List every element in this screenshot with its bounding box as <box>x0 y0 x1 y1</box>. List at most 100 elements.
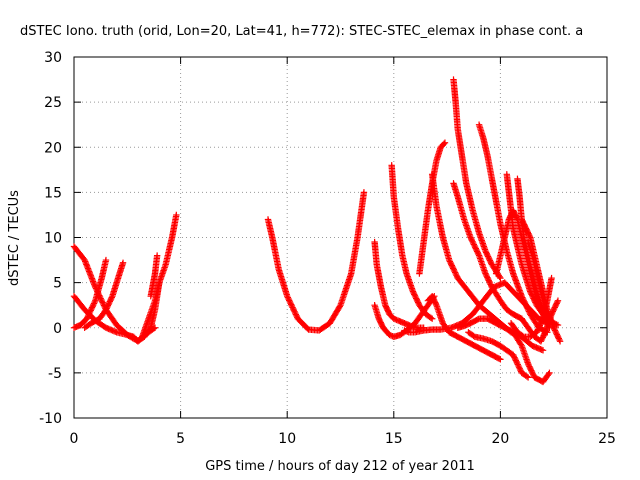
data-point <box>287 301 295 308</box>
data-point <box>289 305 297 313</box>
data-point <box>497 356 504 363</box>
data-point <box>293 312 300 320</box>
data-point <box>99 299 106 306</box>
data-point <box>102 256 110 264</box>
data-point <box>539 347 547 354</box>
data-point <box>472 245 479 252</box>
data-point <box>525 306 532 314</box>
data-point <box>449 265 457 272</box>
data-point <box>288 302 296 310</box>
data-point <box>520 297 527 304</box>
data-point <box>519 294 526 301</box>
data-point <box>448 261 455 268</box>
data-series <box>147 252 161 300</box>
chart-title: dSTEC Iono. truth (orid, Lon=20, Lat=41,… <box>20 24 583 39</box>
data-point <box>509 351 517 359</box>
x-tick-label: 0 <box>70 431 79 447</box>
data-point <box>556 336 563 344</box>
x-tick-label: 15 <box>385 431 403 447</box>
data-point <box>511 355 519 363</box>
data-point <box>468 235 475 243</box>
data-point <box>470 241 478 248</box>
data-series <box>524 238 562 329</box>
data-series <box>475 121 551 336</box>
data-series <box>454 315 553 386</box>
data-point <box>512 357 520 364</box>
data-point <box>386 331 393 339</box>
data-marks <box>70 76 564 386</box>
data-point <box>285 297 293 304</box>
data-point <box>84 314 91 321</box>
data-point <box>473 248 481 255</box>
data-point <box>469 238 476 245</box>
y-tick-label: 15 <box>44 185 62 201</box>
data-point <box>521 298 528 305</box>
data-point <box>525 308 533 315</box>
y-tick-label: 20 <box>44 140 62 156</box>
data-point <box>496 273 503 280</box>
data-point <box>392 316 399 323</box>
data-point <box>446 256 453 264</box>
data-point <box>467 234 474 241</box>
data-point <box>153 252 161 259</box>
data-point <box>291 308 298 315</box>
data-point <box>553 321 560 328</box>
data-point <box>495 355 503 362</box>
data-point <box>517 366 524 374</box>
data-point <box>451 269 459 276</box>
data-point <box>387 332 395 339</box>
data-point <box>284 294 292 301</box>
data-point <box>292 311 300 318</box>
data-point <box>90 301 97 309</box>
data-point <box>551 320 559 328</box>
data-point <box>97 295 104 302</box>
data-series <box>264 189 368 334</box>
data-point <box>287 300 294 307</box>
data-point <box>447 259 454 267</box>
data-point <box>85 311 92 318</box>
data-point <box>432 300 440 308</box>
data-point <box>98 298 106 305</box>
data-point <box>511 354 518 361</box>
data-point <box>521 299 529 307</box>
data-point <box>450 266 458 273</box>
data-point <box>513 358 520 365</box>
data-point <box>84 312 92 320</box>
x-tick-label: 20 <box>491 431 509 447</box>
data-point <box>473 246 480 254</box>
data-point <box>519 332 526 340</box>
data-point <box>497 274 504 282</box>
data-point <box>90 300 98 307</box>
data-point <box>519 295 527 303</box>
data-point <box>516 365 523 372</box>
data-point <box>556 338 564 345</box>
data-series <box>518 297 562 345</box>
y-tick-label: -5 <box>48 366 62 382</box>
data-series <box>134 211 180 345</box>
x-tick-label: 5 <box>176 431 185 447</box>
data-point <box>83 315 90 322</box>
data-point <box>518 292 525 300</box>
x-tick-labels: 0 5 10 15 20 25 <box>70 431 616 447</box>
data-point <box>523 304 531 311</box>
data-point <box>515 364 523 371</box>
data-point <box>468 237 476 244</box>
data-point <box>545 370 552 378</box>
data-point <box>89 303 96 310</box>
data-point <box>286 298 294 306</box>
data-point <box>554 321 562 329</box>
data-point <box>524 305 531 312</box>
data-point <box>404 328 411 335</box>
data-point <box>513 359 521 367</box>
data-point <box>510 353 518 360</box>
y-tick-label: 30 <box>44 50 62 66</box>
data-point <box>524 374 532 381</box>
y-tick-label: 0 <box>53 321 62 337</box>
data-point <box>402 327 410 335</box>
data-point <box>98 296 105 304</box>
data-point <box>289 304 296 311</box>
data-point <box>88 305 95 313</box>
data-point <box>517 341 525 348</box>
data-point <box>451 267 458 275</box>
data-point <box>514 361 521 368</box>
